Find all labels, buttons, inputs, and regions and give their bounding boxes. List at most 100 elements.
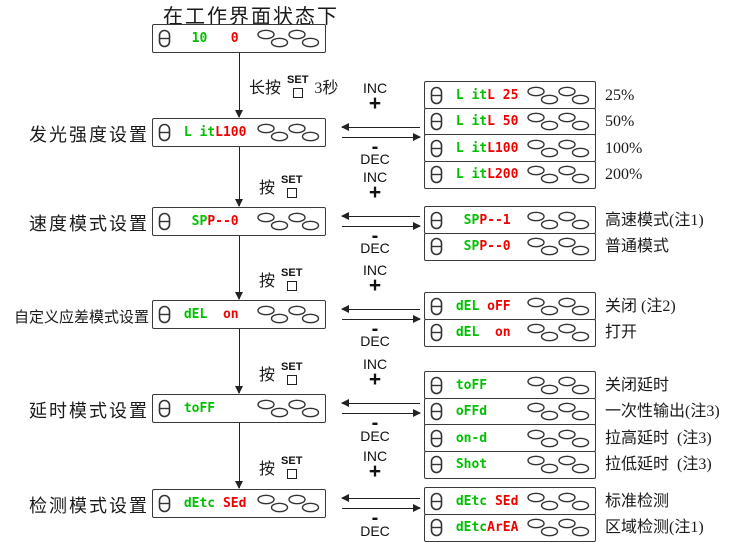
row-label-hysteresis-mode: 自定义应差模式设置 <box>13 310 149 326</box>
transition-prefix: 长按 <box>249 80 282 97</box>
transition-press-set: 按 SET <box>259 174 302 198</box>
oval-buttons-icon <box>527 211 590 229</box>
oval-buttons-icon <box>527 139 590 157</box>
segment-display: SPP--1 <box>448 212 511 228</box>
dec-label: DEC <box>360 523 390 539</box>
pill-indicator-icon <box>430 237 443 256</box>
oval-buttons-icon <box>527 112 590 131</box>
row-label-delay-mode: 延时模式设置 <box>29 401 149 421</box>
segment-display: Shot <box>448 457 488 472</box>
flow-arrow-down <box>235 53 244 118</box>
oval-buttons-icon <box>527 237 590 256</box>
pill-indicator-icon <box>158 305 171 324</box>
option-row: dEtc SEd 标准检测 <box>424 487 704 515</box>
lcd-panel-option: dEL on <box>424 318 596 347</box>
option-row: L itL 50 50% <box>424 107 642 136</box>
option-row: on-d 拉高延时 (注3) <box>424 424 720 452</box>
transition-prefix: 按 <box>259 461 276 478</box>
pill-indicator-icon <box>430 211 443 229</box>
oval-buttons-icon <box>257 494 320 513</box>
transition-prefix: 按 <box>259 367 276 384</box>
arrow-left-icon <box>341 399 420 408</box>
arrow-right-icon <box>342 222 421 231</box>
dec-label: DEC <box>360 333 390 349</box>
minus-label: - <box>371 136 379 158</box>
plus-label: + <box>368 181 382 204</box>
segment-display: dEtcArEA <box>448 520 519 535</box>
arrow-left-icon <box>341 123 420 132</box>
segment-display: dEtc SEd <box>176 496 247 511</box>
plus-label: + <box>368 460 382 483</box>
segment-text-red: on <box>207 307 239 322</box>
arrow-left-icon <box>341 212 420 221</box>
inc-dec-arrows <box>341 212 421 231</box>
oval-buttons-icon <box>527 518 590 537</box>
option-group-speed-mode: SPP--1 高速模式(注1) SPP--0 普通模式 <box>424 206 704 261</box>
oval-buttons-icon <box>257 212 320 231</box>
segment-display: dEL on <box>448 325 511 340</box>
set-button-icon: SET <box>287 74 308 98</box>
arrow-right-icon <box>342 315 421 324</box>
minus-label: - <box>371 318 379 340</box>
segment-display: L itL 50 <box>448 114 519 129</box>
oval-buttons-icon <box>527 323 590 342</box>
row-label-light-intensity: 发光强度设置 <box>29 125 149 145</box>
oval-buttons-icon <box>527 429 590 447</box>
oval-buttons-icon <box>257 399 320 418</box>
oval-buttons-icon <box>527 86 590 104</box>
inc-label: INC <box>362 448 388 464</box>
lcd-panel-option: dEtcArEA <box>424 513 596 542</box>
inc-dec-arrows <box>341 123 421 142</box>
lcd-panel-delay-mode: toFF <box>152 394 326 423</box>
lcd-panel-option: on-d <box>424 424 596 452</box>
lcd-panel-option: L itL 50 <box>424 107 596 136</box>
transition-press-set: 按 SET <box>259 267 302 291</box>
oval-buttons-icon <box>257 29 320 48</box>
minus-label: - <box>371 412 379 434</box>
segment-display: on-d <box>448 430 488 446</box>
segment-display: SPP--0 <box>176 215 239 228</box>
inc-label: INC <box>362 356 388 372</box>
set-button-icon: SET <box>281 455 302 479</box>
flow-arrow-down <box>235 236 244 300</box>
arrow-left-icon <box>341 305 420 314</box>
inc-label: INC <box>362 80 388 96</box>
segment-display: L itL100 <box>176 125 247 140</box>
option-group-hysteresis: dEL oFF 关闭 (注2) dEL on 打开 <box>424 292 676 347</box>
segment-text-green: dEtc <box>176 496 216 511</box>
option-label: 高速模式(注1) <box>605 211 704 229</box>
arrow-left-icon <box>341 494 420 503</box>
lcd-panel-option: oFFd <box>424 397 596 426</box>
pill-indicator-icon <box>430 455 443 474</box>
transition-suffix: 3秒 <box>314 80 339 97</box>
pill-indicator-icon <box>430 492 443 510</box>
dec-label: DEC <box>360 240 390 256</box>
lcd-panel-option: SPP--0 <box>424 232 596 261</box>
segment-display: L itL 25 <box>448 87 519 103</box>
pill-indicator-icon <box>430 112 443 131</box>
option-group-delay-mode: toFF 关闭延时 oFFd 一次性输出(注3) on-d 拉高延时 (注3) <box>424 371 720 479</box>
oval-buttons-icon <box>527 455 590 474</box>
oval-buttons-icon <box>527 165 590 184</box>
minus-label: - <box>371 225 379 247</box>
plus-label: + <box>368 92 382 115</box>
option-row: L itL100 100% <box>424 134 642 162</box>
option-row: dEtcArEA 区域检测(注1) <box>424 513 704 542</box>
option-row: SPP--1 高速模式(注1) <box>424 206 704 234</box>
inc-dec-arrows <box>341 305 421 324</box>
lcd-panel-detection-mode: dEtc SEd <box>152 489 326 518</box>
dec-label: DEC <box>360 428 390 444</box>
pill-indicator-icon <box>158 29 171 48</box>
option-label: 一次性输出(注3) <box>605 403 720 420</box>
option-label: 普通模式 <box>605 238 670 255</box>
option-label: 拉低延时 (注3) <box>605 456 712 473</box>
pill-indicator-icon <box>430 165 443 184</box>
arrow-right-icon <box>342 133 421 142</box>
flow-arrow-down <box>235 423 244 489</box>
dec-label: DEC <box>360 151 390 167</box>
segment-text-red: L100 <box>215 125 247 140</box>
pill-indicator-icon <box>158 494 171 513</box>
option-label: 标准检测 <box>605 492 670 510</box>
segment-display: toFF <box>176 402 215 415</box>
option-label: 关闭延时 <box>605 376 670 394</box>
